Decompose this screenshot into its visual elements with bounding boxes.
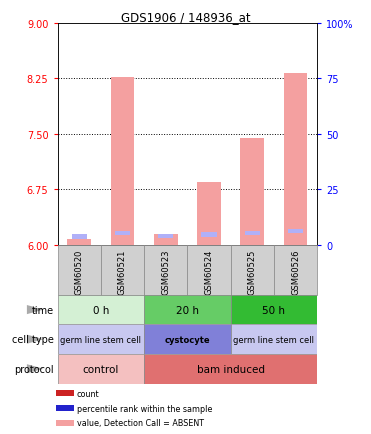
Bar (58, 245, 101, 295)
Text: germ line stem cell: germ line stem cell (233, 335, 314, 344)
Text: percentile rank within the sample: percentile rank within the sample (77, 404, 212, 413)
Bar (67, 239, 91, 245)
Text: GSM60526: GSM60526 (291, 249, 300, 295)
Text: GSM60523: GSM60523 (161, 249, 170, 295)
Bar (187, 245, 231, 295)
Text: germ line stem cell: germ line stem cell (60, 335, 141, 344)
Bar (154, 234, 178, 245)
Bar (56, 391, 74, 396)
Bar (56, 405, 74, 411)
Text: GSM60525: GSM60525 (248, 249, 257, 295)
Text: 20 h: 20 h (176, 305, 199, 315)
Bar (231, 245, 274, 295)
Bar (288, 229, 303, 233)
Bar (144, 325, 231, 354)
Text: bam induced: bam induced (197, 364, 265, 374)
Bar (58, 325, 144, 354)
Bar (144, 245, 187, 295)
Text: value, Detection Call = ABSENT: value, Detection Call = ABSENT (77, 418, 204, 427)
Bar (58, 295, 144, 325)
Polygon shape (27, 335, 44, 344)
Bar (111, 78, 134, 245)
Bar (56, 420, 74, 426)
Bar (144, 354, 317, 384)
Polygon shape (27, 306, 44, 314)
Text: count: count (77, 389, 99, 398)
Bar (115, 231, 130, 236)
Bar (201, 233, 217, 237)
Bar (58, 354, 144, 384)
Bar (101, 245, 144, 295)
Text: control: control (83, 364, 119, 374)
Bar (231, 325, 317, 354)
Bar (240, 138, 264, 245)
Bar (72, 235, 87, 239)
Text: 50 h: 50 h (262, 305, 285, 315)
Bar (144, 295, 231, 325)
Text: cystocyte: cystocyte (165, 335, 210, 344)
Text: time: time (32, 305, 54, 315)
Text: GSM60520: GSM60520 (75, 249, 83, 295)
Text: GDS1906 / 148936_at: GDS1906 / 148936_at (121, 11, 250, 24)
Text: protocol: protocol (14, 364, 54, 374)
Bar (158, 234, 173, 239)
Polygon shape (27, 365, 44, 373)
Bar (231, 295, 317, 325)
Text: GSM60524: GSM60524 (204, 249, 213, 295)
Text: cell type: cell type (12, 335, 54, 344)
Text: GSM60521: GSM60521 (118, 249, 127, 295)
Bar (284, 74, 308, 245)
Bar (274, 245, 317, 295)
Text: 0 h: 0 h (93, 305, 109, 315)
Bar (245, 231, 260, 236)
Bar (197, 183, 221, 245)
